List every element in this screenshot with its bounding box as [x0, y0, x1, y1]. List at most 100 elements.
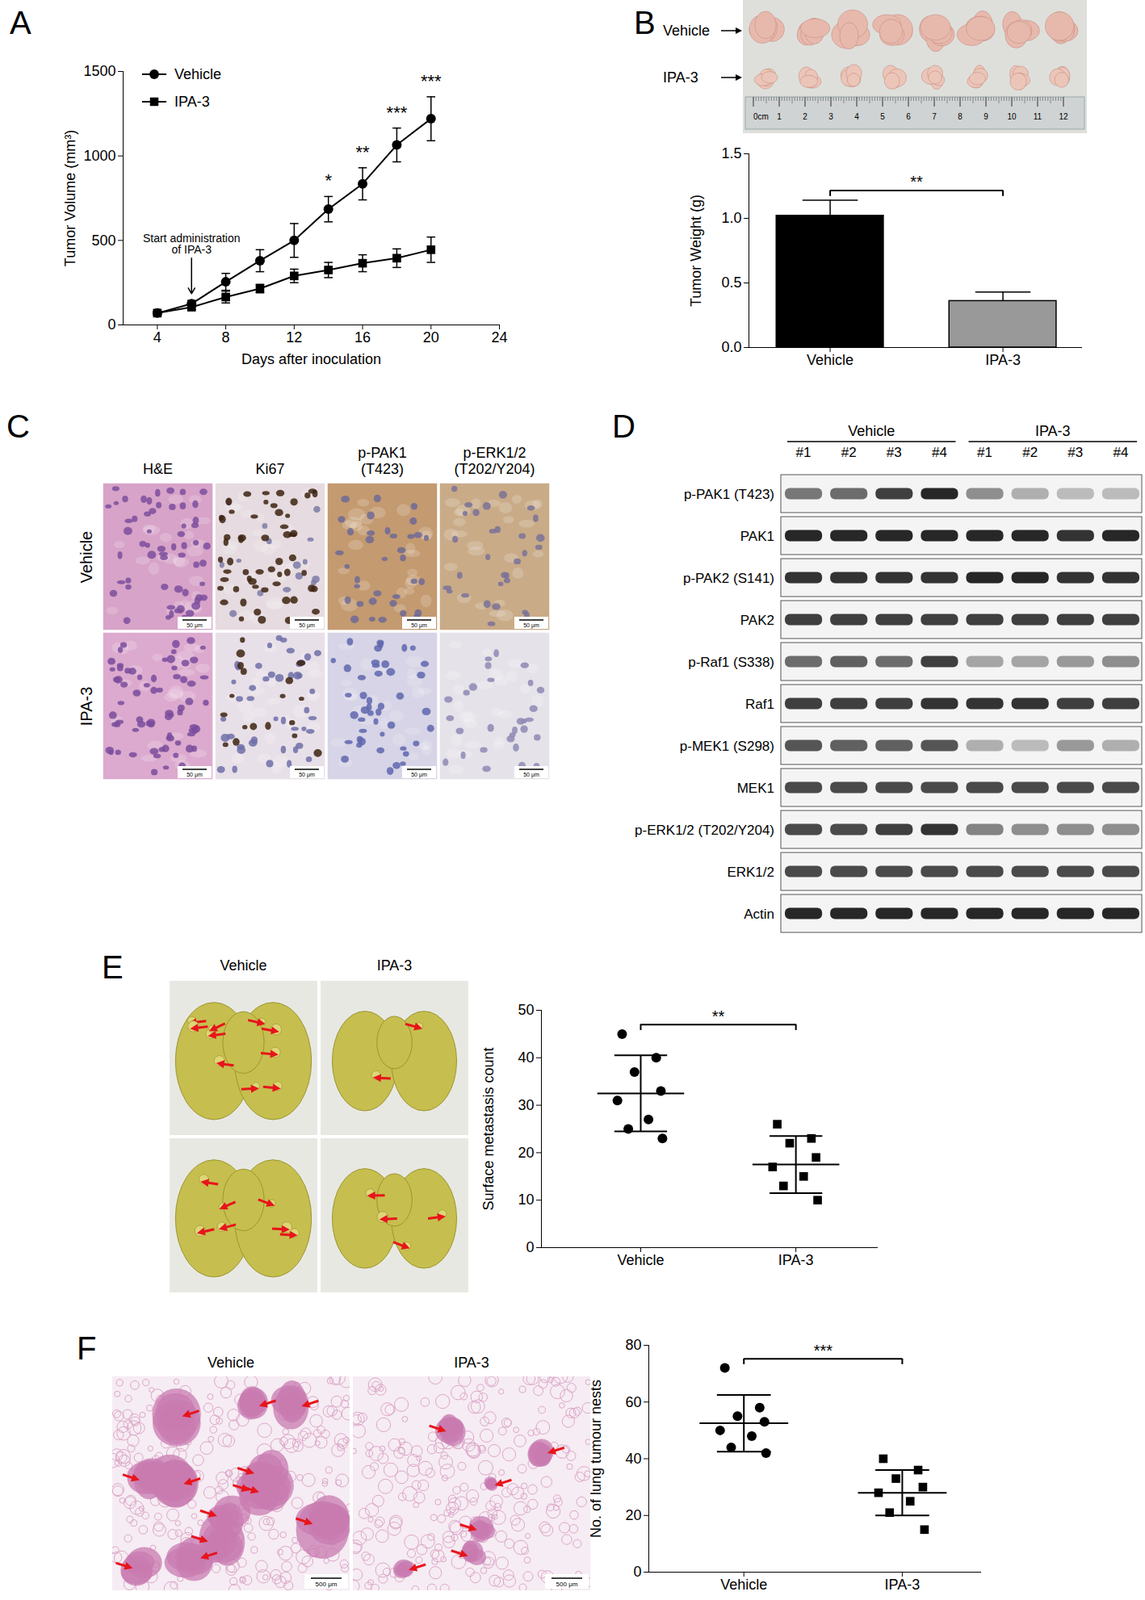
svg-text:Vehicle: Vehicle — [847, 423, 895, 440]
html-text:IPA-3: IPA-3 — [76, 686, 95, 726]
svg-text:50 μm: 50 μm — [186, 622, 203, 630]
svg-text:p-Raf1 (S338): p-Raf1 (S338) — [687, 654, 775, 671]
svg-text:1.0: 1.0 — [721, 209, 742, 227]
svg-text:IPA-3: IPA-3 — [778, 1252, 814, 1269]
svg-text:50 μm: 50 μm — [298, 622, 315, 630]
svg-text:7: 7 — [931, 112, 937, 122]
html-text:p-ERK1/2 (T202/Y204): p-ERK1/2 (T202/Y204) — [454, 445, 535, 478]
svg-text:500 μm: 500 μm — [556, 1581, 579, 1589]
svg-text:50 μm: 50 μm — [186, 771, 203, 779]
svg-text:PAK2: PAK2 — [740, 612, 775, 629]
svg-text:0: 0 — [633, 1564, 642, 1581]
svg-text:8: 8 — [222, 329, 231, 346]
svg-text:40: 40 — [517, 1049, 534, 1066]
svg-text:1500: 1500 — [83, 62, 116, 80]
svg-text:50 μm: 50 μm — [411, 622, 428, 630]
svg-text:#3: #3 — [886, 444, 902, 461]
svg-text:40: 40 — [624, 1451, 642, 1468]
svg-text:500: 500 — [91, 232, 116, 249]
svg-text:Days after inoculation: Days after inoculation — [241, 351, 382, 368]
svg-text:#1: #1 — [977, 444, 993, 461]
svg-text:5: 5 — [880, 112, 885, 122]
svg-text:Surface metastasis count: Surface metastasis count — [480, 1047, 497, 1211]
svg-text:#4: #4 — [1112, 444, 1129, 461]
svg-text:#2: #2 — [1022, 444, 1038, 461]
svg-text:#4: #4 — [931, 444, 948, 461]
svg-text:0: 0 — [525, 1239, 534, 1256]
svg-text:Vehicle: Vehicle — [720, 1576, 768, 1594]
html-text:E: E — [101, 949, 124, 986]
svg-text:4: 4 — [854, 112, 860, 122]
svg-text:***: *** — [386, 102, 408, 123]
svg-text:11: 11 — [1033, 112, 1043, 122]
svg-text:0: 0 — [107, 316, 116, 333]
svg-text:***: *** — [813, 1342, 834, 1360]
svg-text:Raf1: Raf1 — [745, 696, 775, 713]
svg-text:1000: 1000 — [83, 147, 116, 164]
svg-text:#1: #1 — [796, 444, 812, 461]
svg-text:1.5: 1.5 — [721, 145, 742, 162]
svg-text:10: 10 — [517, 1191, 534, 1208]
svg-text:IPA-3: IPA-3 — [985, 352, 1021, 369]
html-text:C: C — [6, 408, 30, 445]
svg-text:IPA-3: IPA-3 — [1035, 423, 1071, 440]
svg-text:#3: #3 — [1067, 444, 1083, 461]
svg-text:Vehicle: Vehicle — [806, 352, 854, 369]
svg-text:4: 4 — [153, 329, 162, 346]
svg-text:20: 20 — [624, 1507, 642, 1524]
svg-text:60: 60 — [624, 1394, 642, 1411]
svg-text:12: 12 — [1058, 112, 1069, 122]
svg-text:50: 50 — [517, 1002, 534, 1019]
html-text:B: B — [633, 4, 656, 41]
svg-text:p-PAK2 (S141): p-PAK2 (S141) — [683, 570, 775, 587]
svg-text:Start administrationof IPA-3: Start administrationof IPA-3 — [142, 231, 241, 256]
svg-text:IPA-3: IPA-3 — [662, 69, 699, 86]
svg-text:20: 20 — [517, 1145, 534, 1162]
svg-text:*: * — [324, 170, 332, 191]
html-text:p-PAK1 (T423): p-PAK1 (T423) — [357, 445, 407, 478]
svg-text:Vehicle: Vehicle — [616, 1252, 664, 1269]
svg-text:500 μm: 500 μm — [315, 1581, 338, 1589]
svg-text:9: 9 — [983, 112, 989, 122]
svg-text:IPA-3: IPA-3 — [884, 1576, 921, 1594]
svg-text:**: ** — [355, 142, 370, 163]
svg-text:16: 16 — [354, 329, 371, 346]
svg-text:p-PAK1 (T423): p-PAK1 (T423) — [683, 486, 775, 503]
html-text:F: F — [76, 1330, 97, 1367]
svg-text:**: ** — [712, 1007, 726, 1026]
html-text:D: D — [612, 408, 636, 445]
svg-text:10: 10 — [1006, 112, 1017, 122]
svg-text:0cm: 0cm — [753, 112, 769, 122]
svg-text:3: 3 — [828, 112, 834, 122]
svg-text:0.0: 0.0 — [721, 339, 742, 356]
svg-text:6: 6 — [905, 112, 911, 122]
svg-text:30: 30 — [517, 1097, 534, 1114]
svg-text:20: 20 — [423, 329, 440, 346]
svg-text:No. of lung tumour nests: No. of lung tumour nests — [587, 1379, 604, 1539]
svg-text:Tumor Volume (mm³): Tumor Volume (mm³) — [62, 130, 79, 267]
svg-text:80: 80 — [624, 1337, 642, 1354]
svg-text:24: 24 — [490, 329, 508, 346]
svg-text:50 μm: 50 μm — [523, 622, 540, 630]
svg-text:50 μm: 50 μm — [523, 771, 540, 779]
svg-text:***: *** — [420, 71, 442, 92]
svg-text:8: 8 — [957, 112, 963, 122]
svg-text:PAK1: PAK1 — [740, 528, 775, 545]
svg-text:2: 2 — [802, 112, 808, 122]
svg-text:12: 12 — [285, 329, 302, 346]
svg-text:p-ERK1/2 (T202/Y204): p-ERK1/2 (T202/Y204) — [634, 822, 775, 839]
svg-text:Actin: Actin — [743, 906, 775, 923]
svg-text:p-MEK1 (S298): p-MEK1 (S298) — [679, 738, 775, 755]
svg-text:Vehicle: Vehicle — [662, 22, 710, 39]
svg-text:ERK1/2: ERK1/2 — [726, 864, 775, 881]
html-text:Vehicle: Vehicle — [76, 530, 95, 583]
svg-text:MEK1: MEK1 — [737, 780, 775, 797]
svg-text:0.5: 0.5 — [721, 274, 742, 291]
svg-text:**: ** — [910, 172, 923, 191]
svg-text:50 μm: 50 μm — [411, 771, 428, 779]
svg-text:Tumor Weight (g): Tumor Weight (g) — [687, 194, 705, 307]
svg-text:50 μm: 50 μm — [298, 771, 315, 779]
svg-text:1: 1 — [776, 112, 782, 122]
svg-text:#2: #2 — [841, 444, 857, 461]
html-text:A: A — [9, 4, 32, 41]
